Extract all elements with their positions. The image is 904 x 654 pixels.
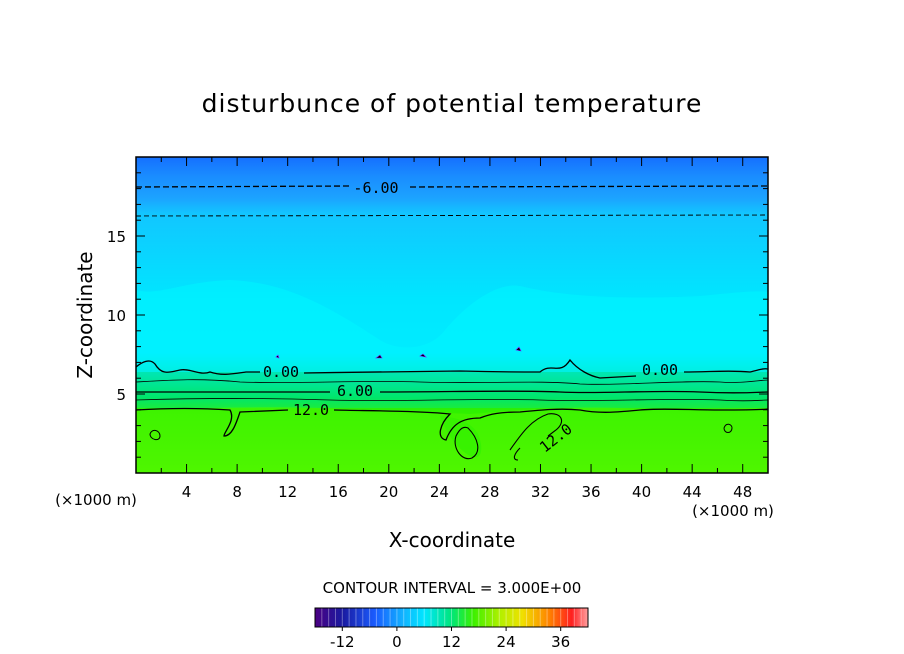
contour-interval-text: CONTOUR INTERVAL = 3.000E+00 bbox=[323, 579, 582, 597]
contour-line-minus9 bbox=[136, 214, 768, 217]
colorbar-tick-label: 0 bbox=[392, 633, 402, 651]
colorbar-ticks: -12 0 12 24 36 bbox=[330, 627, 570, 651]
x-tick-label: 16 bbox=[329, 483, 348, 501]
contour-labels: -6.00 0.00 0.00 6.00 12.0 12.0 bbox=[263, 179, 678, 456]
contour-line-3 bbox=[136, 379, 768, 385]
x-unit-left: (×1000 m) bbox=[55, 491, 137, 509]
contour-line-minus6 bbox=[136, 185, 768, 188]
plot-area bbox=[136, 157, 768, 473]
x-tick-label: 20 bbox=[379, 483, 398, 501]
contour-label-zero-right: 0.00 bbox=[642, 361, 678, 379]
contour-line-twelve-lobe bbox=[454, 413, 563, 461]
contour-line-twelve bbox=[136, 407, 768, 441]
x-tick-label: 48 bbox=[733, 483, 752, 501]
colorbar: -12 0 12 24 36 bbox=[314, 607, 589, 651]
x-axis-ticks: 4 8 12 16 20 24 28 32 36 40 44 48 bbox=[160, 157, 752, 501]
y-axis-ticks: 5 10 15 bbox=[107, 172, 768, 458]
x-tick-label: 8 bbox=[232, 483, 242, 501]
contour-line-9 bbox=[136, 398, 768, 402]
x-tick-label: 28 bbox=[480, 483, 499, 501]
y-axis-label: Z-coordinate bbox=[73, 251, 97, 378]
x-axis-label: X-coordinate bbox=[389, 528, 516, 552]
contour-line-six bbox=[136, 390, 768, 394]
turbulence-specks bbox=[275, 346, 522, 359]
colorbar-tick-label: -12 bbox=[330, 633, 355, 651]
y-tick-label: 15 bbox=[107, 228, 126, 246]
contour-label-six: 6.00 bbox=[337, 382, 373, 400]
contour-line-zero bbox=[136, 358, 768, 379]
colorbar-gradient bbox=[315, 608, 588, 627]
x-tick-label: 4 bbox=[182, 483, 192, 501]
warm-lower-region bbox=[136, 407, 768, 473]
y-tick-label: 10 bbox=[107, 307, 126, 325]
colorbar-tick-label: 36 bbox=[551, 633, 570, 651]
x-unit-right: (×1000 m) bbox=[692, 502, 774, 520]
contour-small-loops bbox=[149, 423, 733, 441]
contour-label-twelve: 12.0 bbox=[293, 401, 329, 419]
colorbar-tick-label: 12 bbox=[442, 633, 461, 651]
x-tick-label: 40 bbox=[632, 483, 651, 501]
contour-label-zero-left: 0.00 bbox=[263, 363, 299, 381]
x-tick-label: 36 bbox=[581, 483, 600, 501]
x-tick-label: 12 bbox=[278, 483, 297, 501]
x-tick-label: 32 bbox=[531, 483, 550, 501]
colorbar-stripes bbox=[321, 608, 582, 627]
warm-bulge-region bbox=[440, 416, 482, 458]
cold-dome-region bbox=[136, 280, 768, 372]
colorbar-tick-label: 24 bbox=[497, 633, 516, 651]
x-tick-label: 44 bbox=[683, 483, 702, 501]
contour-label-minus6: -6.00 bbox=[353, 179, 398, 197]
y-tick-label: 5 bbox=[116, 386, 126, 404]
chart-title: disturbunce of potential temperature bbox=[202, 89, 703, 118]
x-tick-label: 24 bbox=[430, 483, 449, 501]
